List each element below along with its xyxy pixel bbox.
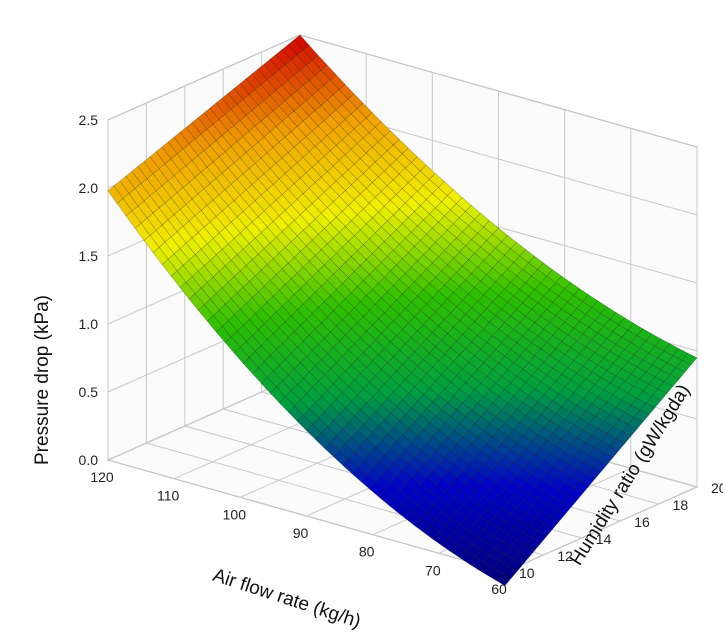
x-tick-label: 100 [223, 506, 247, 522]
surface-patch [549, 509, 566, 522]
z-tick-label: 2.0 [79, 180, 99, 196]
y-tick-label: 14 [596, 531, 612, 547]
x-tick-label: 120 [90, 469, 114, 485]
x-tick-label: 70 [425, 562, 441, 578]
surface-patch [543, 516, 560, 529]
y-tick-label: 18 [673, 497, 689, 513]
z-axis-title: Pressure drop (kPa) [32, 295, 53, 465]
x-tick-label: 110 [157, 488, 180, 504]
z-tick-label: 0.5 [79, 384, 99, 400]
pressure-drop-surface [107, 34, 698, 586]
x-tick-label: 90 [293, 525, 309, 541]
z-tick-label: 2.5 [79, 112, 99, 128]
z-tick-label: 1.5 [79, 248, 99, 264]
surface-patch [525, 537, 542, 551]
surface-patch [627, 416, 644, 430]
tick-labels: 0.0 0.5 1.0 1.5 2.0 2.5 120 110 100 90 80 70 60 10 12 1… [79, 112, 723, 597]
z-tick-label: 1.0 [79, 316, 99, 332]
y-tick-label: 16 [634, 514, 650, 530]
surface-patch [609, 438, 626, 451]
x-tick-label: 60 [491, 581, 507, 597]
x-tick-label: 80 [359, 544, 375, 560]
surface-patch [519, 544, 536, 558]
y-grid-line [107, 120, 506, 573]
x-axis-title: Air flow rate (kg/h) [210, 565, 363, 633]
y-tick-label: 20 [711, 480, 723, 496]
surface-patch [537, 523, 554, 537]
y-tick-label: 10 [519, 565, 535, 581]
surface-patch [555, 501, 572, 515]
z-tick-label: 0.0 [79, 452, 99, 468]
y-tick-label: 12 [557, 548, 573, 564]
surface-patch [495, 572, 512, 586]
